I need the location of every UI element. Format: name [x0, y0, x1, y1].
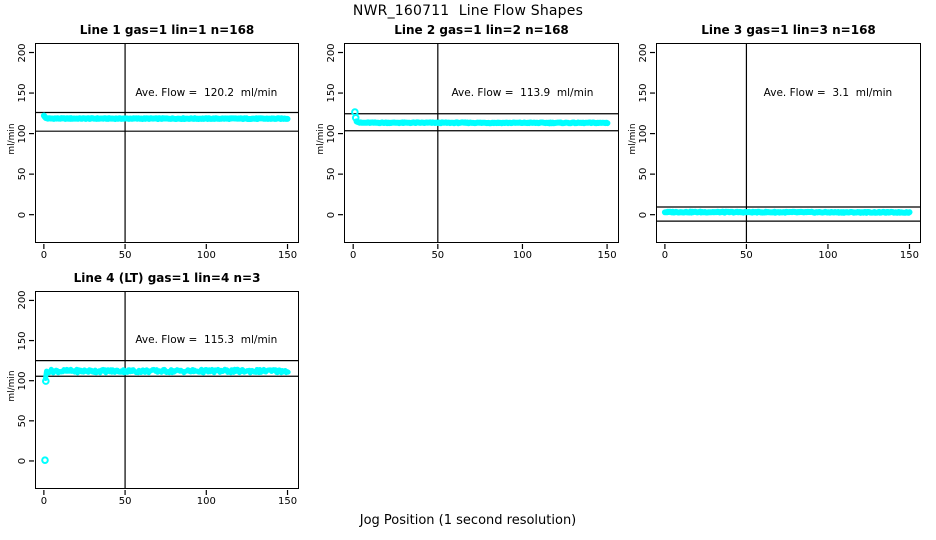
ave-flow-annotation: Ave. Flow = 3.1 ml/min: [763, 86, 893, 99]
panel-line-4: Line 4 (LT) gas=1 lin=4 n=3 ml/min 200 1…: [7, 271, 299, 507]
x-tick-label: 100: [196, 250, 216, 261]
y-tick-label: 150: [638, 83, 649, 103]
y-tick-label: 100: [17, 124, 28, 144]
ave-flow-annotation: Ave. Flow = 120.2 ml/min: [135, 86, 278, 99]
y-tick-label: 0: [638, 211, 649, 218]
y-tick-label: 50: [17, 167, 28, 181]
y-tick-label: 50: [638, 167, 649, 181]
panel-line-3: Line 3 gas=1 lin=3 n=168 ml/min 200 150 …: [628, 23, 921, 261]
x-tick-label: 0: [40, 250, 48, 261]
y-tick-label: 100: [638, 124, 649, 144]
y-tick-label: 0: [17, 211, 28, 218]
x-tick-label: 50: [740, 250, 753, 261]
chart-title: NWR_160711 Line Flow Shapes: [352, 3, 584, 19]
plot-area: [338, 44, 618, 249]
panel-line-2: Line 2 gas=1 lin=2 n=168 ml/min 200 150 …: [316, 23, 619, 261]
plot-area: [29, 44, 298, 249]
y-tick-label: 0: [17, 457, 28, 465]
y-tick-label: 50: [17, 414, 28, 428]
x-tick-label: 150: [277, 496, 298, 507]
panel-title: Line 1 gas=1 lin=1 n=168: [79, 23, 255, 37]
y-tick-label: 150: [326, 83, 337, 103]
x-tick-label: 100: [818, 250, 838, 261]
x-tick-label: 100: [512, 250, 532, 261]
x-tick-label: 150: [277, 250, 298, 261]
y-tick-label: 100: [326, 124, 337, 144]
y-tick-label: 200: [17, 290, 28, 310]
plot-area: [29, 292, 298, 495]
panel-title: Line 3 gas=1 lin=3 n=168: [701, 23, 876, 37]
panel-title: Line 4 (LT) gas=1 lin=4 n=3: [73, 271, 261, 285]
ave-flow-annotation: Ave. Flow = 115.3 ml/min: [135, 334, 278, 347]
y-tick-label: 0: [326, 211, 337, 218]
x-tick-label: 50: [118, 496, 132, 507]
x-tick-label: 50: [118, 250, 132, 261]
x-tick-label: 0: [350, 250, 357, 261]
y-tick-label: 200: [638, 42, 649, 63]
ave-flow-annotation: Ave. Flow = 113.9 ml/min: [451, 86, 594, 99]
y-tick-label: 100: [17, 371, 28, 391]
x-tick-label: 100: [196, 496, 216, 507]
x-axis-label: Jog Position (1 second resolution): [359, 513, 577, 528]
x-tick-label: 0: [40, 496, 48, 507]
x-tick-label: 150: [899, 250, 920, 261]
x-tick-label: 0: [661, 250, 669, 261]
y-tick-label: 50: [326, 167, 337, 181]
y-tick-label: 200: [326, 42, 337, 63]
y-tick-label: 200: [17, 42, 28, 63]
panel-title: Line 2 gas=1 lin=2 n=168: [394, 23, 569, 37]
y-tick-label: 150: [17, 83, 28, 103]
x-tick-label: 50: [431, 250, 445, 261]
y-tick-label: 150: [17, 331, 28, 351]
plot-area: [650, 44, 920, 249]
panel-line-1: Line 1 gas=1 lin=1 n=168 ml/min 200 150 …: [7, 23, 299, 261]
x-tick-label: 150: [597, 250, 617, 261]
